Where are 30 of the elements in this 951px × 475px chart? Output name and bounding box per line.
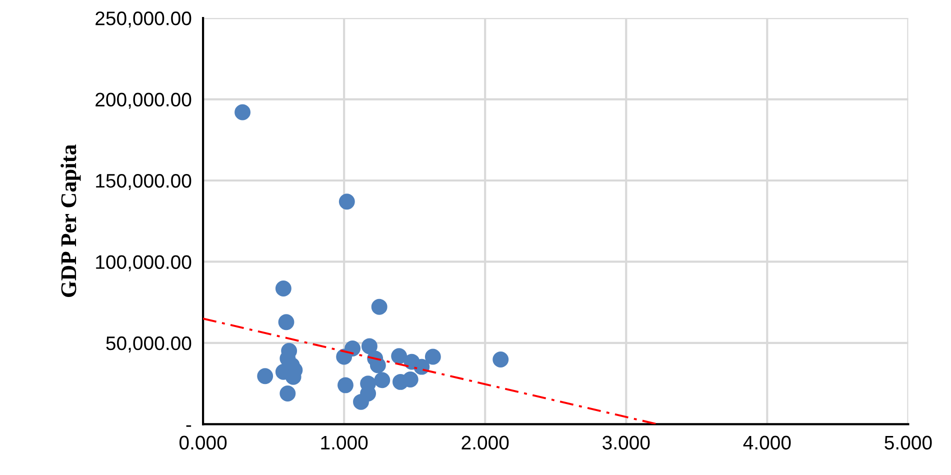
point	[234, 104, 251, 120]
y-axis-title: GDP Per Capita	[60, 144, 81, 297]
x-tick-label: 5.000	[884, 436, 932, 450]
y-tick-label: -	[186, 425, 192, 427]
point	[338, 377, 354, 394]
y-tick-label: 250,000.00	[96, 12, 192, 28]
point	[414, 358, 430, 375]
x-tick-label: 2.000	[462, 436, 509, 450]
point	[338, 194, 355, 210]
point	[353, 394, 369, 410]
point	[391, 348, 408, 364]
y-tick-label: 150,000.00	[96, 174, 192, 190]
point	[278, 314, 294, 330]
point	[424, 348, 441, 365]
x-tick-label: 3.000	[602, 436, 650, 450]
x-tick-label: 0.000	[179, 436, 227, 450]
point	[492, 352, 509, 368]
point	[402, 372, 418, 388]
x-tick-label: 1.000	[321, 436, 368, 450]
point	[374, 372, 390, 388]
point	[275, 280, 292, 297]
y-tick-label: 100,000.00	[96, 255, 192, 272]
x-tick-label: 4.000	[743, 436, 791, 450]
point	[361, 338, 378, 354]
point	[257, 368, 274, 384]
point	[370, 357, 386, 374]
point	[280, 385, 296, 402]
y-tick-label: 50,000.00	[106, 336, 192, 352]
y-tick-label: 200,000.00	[96, 92, 192, 109]
point	[371, 298, 388, 315]
